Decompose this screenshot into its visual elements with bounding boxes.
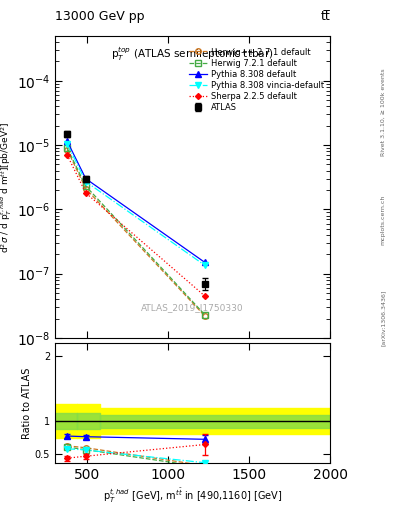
Pythia 8.308 default	[202, 259, 207, 265]
Herwig++ 2.7.1 default	[65, 146, 70, 153]
Herwig++ 2.7.1 default	[83, 185, 88, 191]
Pythia 8.308 default	[83, 176, 88, 182]
X-axis label: p$_T^{t,had}$ [GeV], m$^{t\bar{t}}$ in [490,1160] [GeV]: p$_T^{t,had}$ [GeV], m$^{t\bar{t}}$ in […	[103, 486, 282, 505]
Legend: Herwig++ 2.7.1 default, Herwig 7.2.1 default, Pythia 8.308 default, Pythia 8.308: Herwig++ 2.7.1 default, Herwig 7.2.1 def…	[187, 46, 326, 114]
Pythia 8.308 vincia-default	[202, 262, 207, 268]
Text: p$_T^{top}$ (ATLAS semileptonic ttbar): p$_T^{top}$ (ATLAS semileptonic ttbar)	[111, 45, 274, 63]
Text: 13000 GeV pp: 13000 GeV pp	[55, 10, 145, 23]
Line: Pythia 8.308 vincia-default: Pythia 8.308 vincia-default	[64, 141, 208, 268]
Line: Sherpa 2.2.5 default: Sherpa 2.2.5 default	[65, 153, 207, 298]
Sherpa 2.2.5 default	[65, 152, 70, 158]
Herwig 7.2.1 default	[202, 312, 207, 318]
Pythia 8.308 vincia-default	[83, 179, 88, 185]
Herwig 7.2.1 default	[83, 183, 88, 189]
Y-axis label: d$^2\sigma$ / d p$_T^{t,had}$ d m$^{t\bar{t}}$][pb/GeV$^2$]: d$^2\sigma$ / d p$_T^{t,had}$ d m$^{t\ba…	[0, 121, 14, 252]
Text: Rivet 3.1.10, ≥ 100k events: Rivet 3.1.10, ≥ 100k events	[381, 69, 386, 157]
Text: [arXiv:1306.3436]: [arXiv:1306.3436]	[381, 289, 386, 346]
Line: Pythia 8.308 default: Pythia 8.308 default	[64, 138, 208, 265]
Sherpa 2.2.5 default	[202, 293, 207, 299]
Text: tt̅: tt̅	[320, 10, 330, 23]
Pythia 8.308 vincia-default	[65, 141, 70, 147]
Line: Herwig++ 2.7.1 default: Herwig++ 2.7.1 default	[64, 147, 208, 318]
Text: mcplots.cern.ch: mcplots.cern.ch	[381, 195, 386, 245]
Line: Herwig 7.2.1 default: Herwig 7.2.1 default	[64, 145, 208, 317]
Pythia 8.308 default	[65, 138, 70, 144]
Text: ATLAS_2019_I1750330: ATLAS_2019_I1750330	[141, 303, 244, 312]
Herwig 7.2.1 default	[65, 145, 70, 151]
Sherpa 2.2.5 default	[83, 190, 88, 196]
Herwig++ 2.7.1 default	[202, 313, 207, 319]
Y-axis label: Ratio to ATLAS: Ratio to ATLAS	[22, 368, 32, 439]
